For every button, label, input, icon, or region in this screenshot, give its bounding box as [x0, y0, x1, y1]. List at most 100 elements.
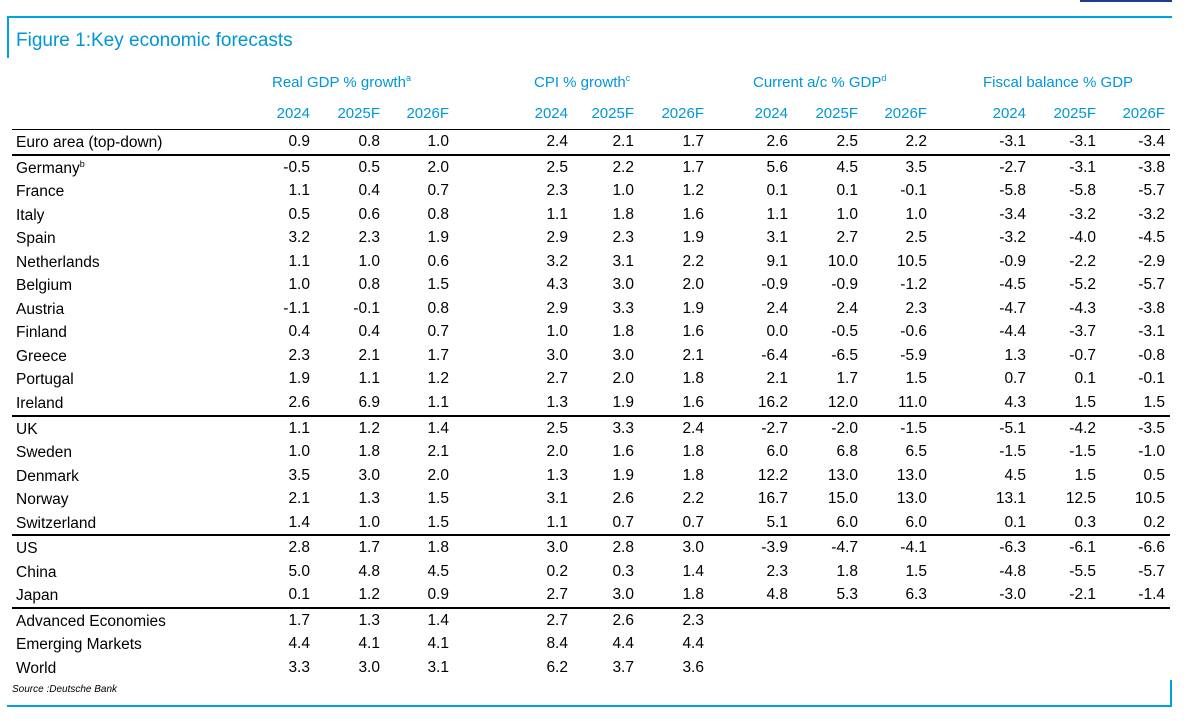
row-label: Advanced Economies: [16, 612, 166, 631]
table-cell: 4.3: [1004, 394, 1026, 412]
table-cell: -4.2: [1069, 419, 1096, 437]
table-cell: -4.3: [1069, 299, 1096, 317]
table-cell: -0.9: [999, 252, 1026, 270]
table-cell: 0.1: [1004, 513, 1026, 531]
table-cell: -3.7: [1069, 323, 1096, 341]
table-cell: 0.9: [427, 586, 449, 604]
table-cell: 1.0: [905, 205, 927, 223]
table-cell: -2.7: [761, 419, 788, 437]
table-cell: 0.1: [288, 586, 310, 604]
table-cell: 1.3: [358, 490, 380, 508]
table-cell: -2.1: [1069, 586, 1096, 604]
table-cell: 8.4: [546, 635, 568, 653]
table-cell: -5.8: [1069, 182, 1096, 200]
table-cell: 1.3: [1004, 346, 1026, 364]
figure-bottom-rule: [7, 705, 1172, 707]
country-name: World: [16, 660, 57, 678]
table-cell: 12.5: [1065, 490, 1096, 508]
table-cell: 0.4: [288, 323, 310, 341]
table-cell: 3.6: [682, 659, 704, 677]
table-cell: -0.7: [1069, 346, 1096, 364]
country-name: Spain: [16, 230, 56, 248]
row-label: Portugal: [16, 370, 74, 389]
table-row: Belgium 1.0 0.8 1.5 4.3 3.0 2.0 -0.9 -0.9 -1.2 -4.…: [12, 273, 1170, 297]
year-column-header: 2026F: [1122, 105, 1165, 122]
table-cell: 0.3: [1074, 513, 1096, 531]
table-row: Switzerland 1.4 1.0 1.5 1.1 0.7 0.7 5.1 6.0 6.0 0.…: [12, 511, 1170, 535]
table-cell: -1.5: [900, 419, 927, 437]
table-cell: -1.2: [900, 276, 927, 294]
table-cell: 2.0: [427, 158, 449, 176]
country-name: Advanced Economies: [16, 613, 166, 631]
table-cell: 4.1: [427, 635, 449, 653]
table-cell: -3.1: [1138, 323, 1165, 341]
table-cell: 1.8: [682, 370, 704, 388]
country-name: Germany: [16, 159, 80, 177]
table-cell: 1.8: [682, 443, 704, 461]
group-header-label: Real GDP % growth: [272, 74, 406, 91]
table-cell: 0.6: [358, 205, 380, 223]
table-cell: 3.1: [766, 229, 788, 247]
table-cell: 5.1: [766, 513, 788, 531]
row-label: Austria: [16, 300, 64, 319]
table-cell: 2.9: [546, 229, 568, 247]
table-cell: 1.2: [682, 182, 704, 200]
table-cell: 1.0: [427, 133, 449, 150]
country-name: UK: [16, 420, 38, 438]
table-cell: 2.8: [288, 539, 310, 557]
table-row: World 3.3 3.0 3.1 6.2 3.7 3.6: [12, 656, 1170, 680]
row-label: Belgium: [16, 276, 72, 295]
year-column-header: 2025F: [591, 105, 634, 122]
country-name: Euro area (top-down): [16, 134, 163, 152]
table-cell: 1.9: [682, 299, 704, 317]
table-cell: 4.5: [1004, 466, 1026, 484]
table-cell: 0.4: [358, 323, 380, 341]
row-label: World: [16, 659, 56, 678]
table-cell: 12.2: [757, 466, 788, 484]
table-cell: 3.2: [546, 252, 568, 270]
table-row: Emerging Markets 4.4 4.1 4.1 8.4 4.4 4.4: [12, 632, 1170, 656]
table-cell: 1.5: [1143, 394, 1165, 412]
table-cell: 3.0: [546, 346, 568, 364]
country-name: Switzerland: [16, 514, 97, 532]
table-cell: 1.9: [612, 394, 634, 412]
table-cell: 1.6: [612, 443, 634, 461]
table-cell: 2.4: [766, 299, 788, 317]
table-cell: 1.2: [427, 370, 449, 388]
table-row: Advanced Economies 1.7 1.3 1.4 2.7 2.6 2.3: [12, 606, 1170, 633]
table-cell: 1.1: [766, 205, 788, 223]
table-cell: 1.4: [427, 611, 449, 629]
group-header-label: CPI % growth: [534, 74, 626, 91]
table-cell: 13.1: [995, 490, 1026, 508]
table-cell: -4.8: [999, 562, 1026, 580]
table-cell: -4.0: [1069, 229, 1096, 247]
group-header: Fiscal balance % GDP: [983, 73, 1133, 91]
table-cell: 2.6: [612, 611, 634, 629]
table-cell: 2.0: [427, 466, 449, 484]
top-accent-bar: [1080, 0, 1172, 2]
table-cell: -1.5: [999, 443, 1026, 461]
table-cell: 0.1: [766, 182, 788, 200]
table-row: Italy 0.5 0.6 0.8 1.1 1.8 1.6 1.1 1.0 1.0 -3.4 -3.2…: [12, 203, 1170, 227]
table-cell: -5.9: [900, 346, 927, 364]
table-cell: 1.6: [682, 394, 704, 412]
table-cell: 3.7: [612, 659, 634, 677]
table-cell: -1.1: [283, 299, 310, 317]
row-label: Spain: [16, 229, 56, 248]
table-cell: 4.4: [612, 635, 634, 653]
country-name: Greece: [16, 348, 67, 366]
table-cell: 2.5: [546, 419, 568, 437]
year-column-header: 2025F: [1053, 105, 1096, 122]
table-cell: 1.9: [427, 229, 449, 247]
table-cell: 3.0: [612, 346, 634, 364]
group-header-footnote: c: [625, 73, 631, 83]
table-cell: 5.0: [288, 562, 310, 580]
table-cell: 1.6: [682, 323, 704, 341]
table-cell: 1.7: [427, 346, 449, 364]
year-column-header: 2024: [754, 105, 788, 122]
table-cell: 0.8: [427, 299, 449, 317]
table-cell: 2.4: [836, 299, 858, 317]
table-cell: -6.6: [1138, 539, 1165, 557]
table-cell: 0.4: [358, 182, 380, 200]
table-row: China 5.0 4.8 4.5 0.2 0.3 1.4 2.3 1.8 1.5 -4.8 -5.5…: [12, 560, 1170, 584]
